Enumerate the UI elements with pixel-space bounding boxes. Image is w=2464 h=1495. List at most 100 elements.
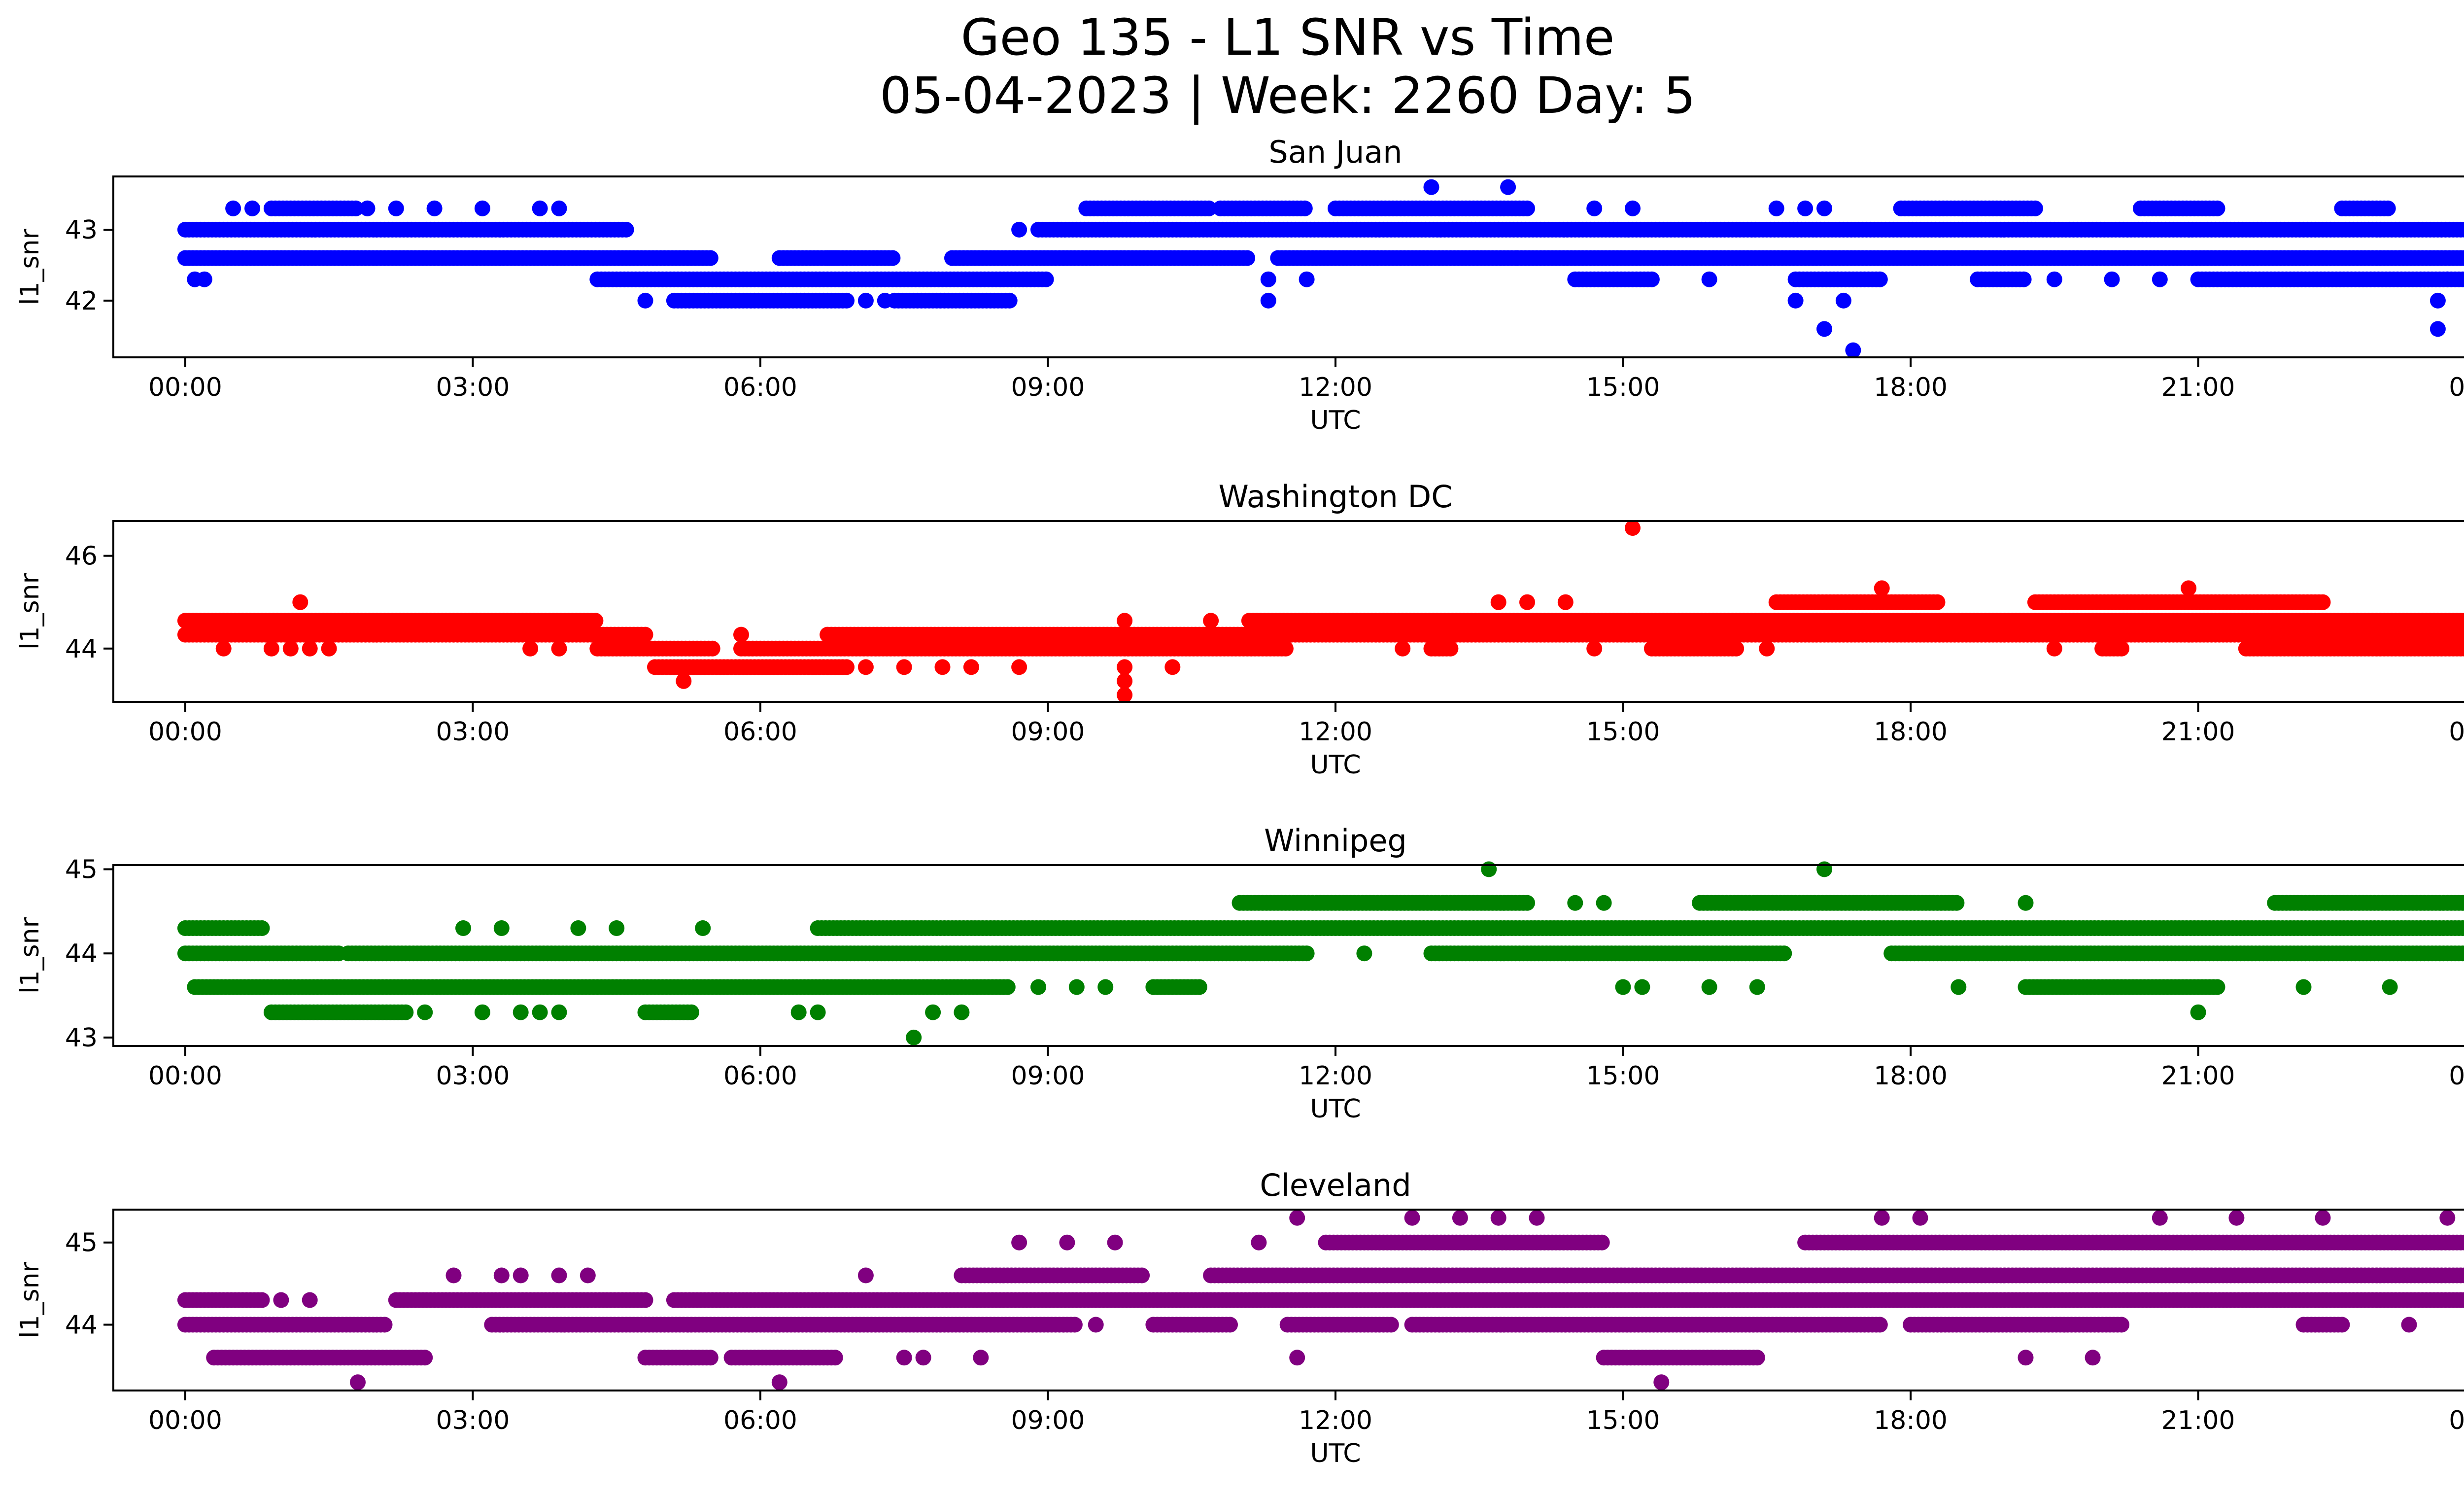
data-point: [877, 292, 893, 309]
data-point: [513, 1004, 529, 1020]
data-point: [896, 659, 912, 675]
subplot-title: San Juan: [1268, 134, 1402, 170]
x-tick-label: 21:00: [2161, 1061, 2235, 1091]
x-tick-label: 03:00: [436, 1061, 510, 1091]
data-point: [2430, 292, 2446, 309]
data-point: [1500, 179, 1516, 195]
data-point: [1557, 594, 1574, 610]
x-tick-label: 03:00: [436, 717, 510, 747]
data-point: [1068, 979, 1085, 995]
x-tick-label: 06:00: [723, 373, 797, 402]
x-tick-label: 09:00: [1011, 1061, 1085, 1091]
data-point: [2463, 275, 2464, 284]
data-point: [2461, 614, 2464, 627]
data-point: [1768, 200, 1784, 216]
data-point: [1701, 271, 1717, 287]
data-point: [2463, 948, 2464, 958]
data-point: [1586, 640, 1603, 657]
y-tick-label: 45: [65, 855, 98, 885]
data-point: [1030, 979, 1046, 995]
y-axis-label: l1_snr: [15, 917, 45, 994]
y-tick-label: 44: [65, 939, 98, 969]
data-point: [839, 659, 855, 675]
data-point: [934, 659, 951, 675]
data-point: [2382, 979, 2398, 995]
data-point: [1615, 979, 1631, 995]
x-tick-label: 18:00: [1874, 717, 1948, 747]
data-point: [417, 1004, 433, 1020]
data-point: [1816, 200, 1832, 216]
data-point: [1239, 250, 1256, 266]
data-point: [1481, 861, 1497, 877]
data-points: [177, 179, 2464, 358]
data-point: [857, 659, 874, 675]
data-point: [1164, 659, 1181, 675]
data-point: [292, 594, 308, 610]
data-point: [2295, 979, 2312, 995]
data-point: [2181, 580, 2197, 596]
data-point: [885, 250, 901, 266]
data-point: [196, 271, 212, 287]
y-tick-label: 46: [65, 542, 98, 571]
data-point: [2439, 271, 2456, 287]
subplot-title: Winnipeg: [1264, 823, 1407, 859]
data-point: [348, 200, 364, 216]
plot-frame: [112, 520, 2464, 703]
data-point: [1874, 580, 1890, 596]
data-point: [2152, 271, 2168, 287]
data-point: [2315, 594, 2331, 610]
data-point: [2459, 946, 2464, 961]
data-point: [1625, 200, 1641, 216]
x-tick-label: 00:00: [2449, 717, 2464, 747]
x-tick-label: 15:00: [1586, 717, 1660, 747]
data-point: [359, 200, 376, 216]
x-tick-label: 00:00: [2449, 1061, 2464, 1091]
data-point: [1117, 613, 1133, 629]
data-point: [1001, 292, 1018, 309]
data-point: [1277, 640, 1294, 657]
figure-title-line-1: Geo 135 - L1 SNR vs Time: [960, 8, 1615, 67]
data-point: [1787, 292, 1804, 309]
data-point: [1423, 179, 1439, 195]
y-tick-label: 43: [65, 215, 98, 245]
data-point: [225, 200, 241, 216]
data-point: [570, 920, 586, 936]
data-point: [839, 292, 855, 309]
x-axis-label: UTC: [1310, 750, 1361, 780]
data-points: [177, 1210, 2464, 1391]
data-point: [2461, 223, 2464, 237]
data-point: [1759, 640, 1775, 657]
data-point: [618, 221, 634, 238]
data-point: [810, 1004, 826, 1020]
data-point: [1260, 271, 1276, 287]
data-points: [177, 861, 2464, 1045]
data-points: [177, 520, 2464, 703]
subplot-title: Washington DC: [1218, 479, 1452, 515]
data-point: [1816, 321, 1832, 337]
data-point: [2104, 271, 2120, 287]
data-point: [954, 1004, 970, 1020]
data-point: [1519, 895, 1535, 911]
data-point: [2046, 640, 2062, 657]
subplot-title: Cleveland: [1260, 1167, 1411, 1203]
y-axis-label: l1_snr: [15, 573, 45, 650]
x-tick-label: 12:00: [1299, 373, 1372, 402]
data-point: [2461, 628, 2464, 641]
x-tick-label: 03:00: [436, 373, 510, 402]
x-tick-label: 00:00: [2449, 373, 2464, 402]
data-point: [609, 920, 625, 936]
x-tick-label: 09:00: [1011, 717, 1085, 747]
data-point: [1872, 271, 1888, 287]
data-point: [587, 613, 604, 629]
x-tick-label: 12:00: [1299, 717, 1372, 747]
data-point: [1011, 659, 1027, 675]
data-point: [1951, 979, 1967, 995]
data-point: [1134, 1267, 1150, 1284]
data-point: [474, 1004, 490, 1020]
data-point: [2463, 923, 2464, 933]
data-point: [455, 920, 471, 936]
x-tick-label: 15:00: [1586, 1061, 1660, 1091]
y-tick-label: 43: [65, 1023, 98, 1053]
